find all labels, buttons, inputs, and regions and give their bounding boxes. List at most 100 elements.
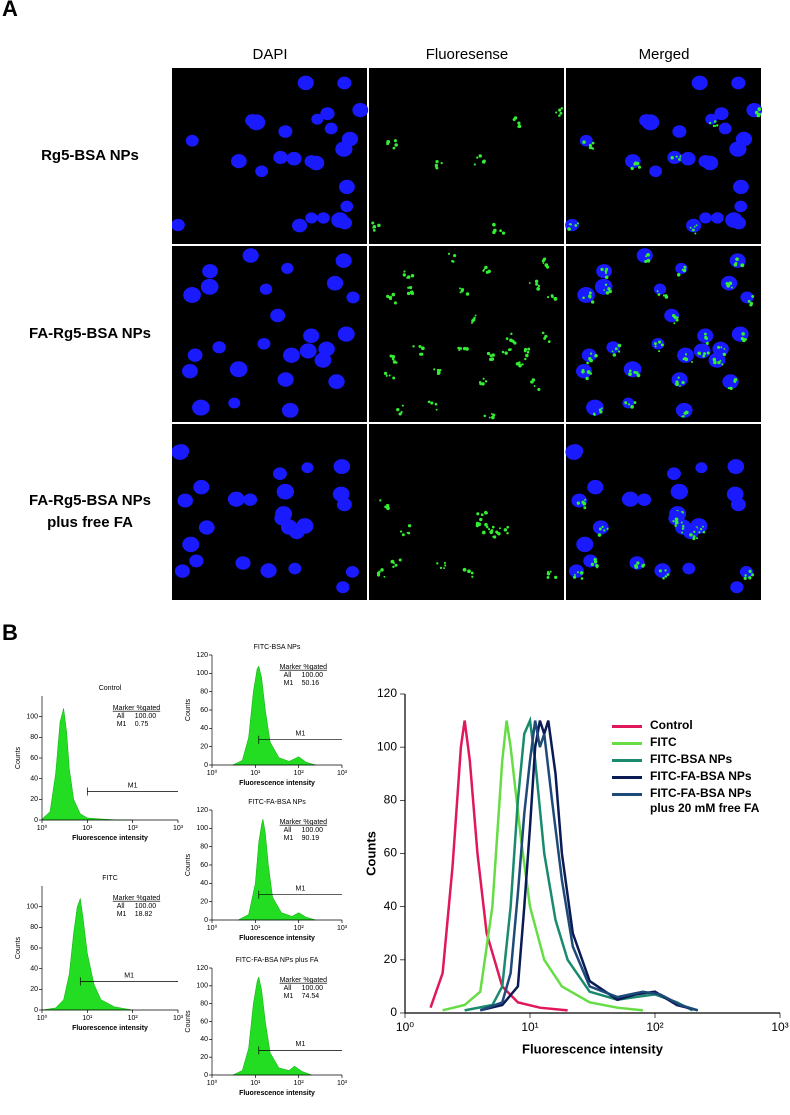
- nucleus: [726, 486, 744, 502]
- y-tick-label: 20: [200, 899, 208, 906]
- y-axis-label: Counts: [15, 746, 22, 769]
- fluorescent-spot: [662, 576, 665, 580]
- chart-title: Control: [99, 685, 122, 692]
- nucleus: [711, 212, 724, 224]
- nucleus: [278, 125, 293, 138]
- nucleus: [337, 76, 352, 90]
- x-axis-label: Fluorescence intensity: [522, 1041, 664, 1056]
- fluorescent-spot: [727, 387, 731, 390]
- fluorescent-spot: [471, 319, 475, 323]
- fluorescent-spot: [452, 260, 455, 263]
- fluorescent-spot: [436, 372, 440, 376]
- x-tick-label: 10³: [337, 770, 348, 777]
- nucleus: [576, 536, 594, 553]
- fluorescent-spot: [463, 567, 466, 570]
- stats-cell: 100.00: [135, 903, 157, 910]
- fluorescent-spot: [372, 226, 375, 229]
- nucleus: [308, 155, 325, 171]
- y-axis-label: Counts: [15, 936, 22, 959]
- fluorescent-spot: [636, 561, 640, 565]
- fluorescent-spot: [479, 517, 483, 522]
- fluorescent-spot: [569, 223, 573, 226]
- fluorescent-spot: [402, 273, 407, 277]
- fluorescent-spot: [535, 282, 539, 286]
- fluorescent-spot: [600, 407, 603, 410]
- fluorescent-spot: [470, 571, 474, 575]
- nucleus: [317, 212, 330, 224]
- fluorescent-spot: [702, 354, 706, 358]
- nucleus: [324, 122, 338, 135]
- nucleus: [200, 278, 219, 295]
- fluorescent-spot: [435, 160, 439, 164]
- fluorescent-spot: [378, 570, 381, 574]
- x-tick-label: 10⁰: [37, 1014, 48, 1022]
- fluorescent-spot: [482, 159, 486, 163]
- fluorescent-spot: [546, 572, 551, 576]
- fluorescent-spot: [662, 294, 666, 297]
- fluorescent-spot: [511, 339, 515, 343]
- fluorescent-spot: [693, 225, 696, 228]
- fluorescent-spot: [558, 114, 561, 117]
- fluorescent-spot: [418, 344, 422, 349]
- fluorescent-spot: [751, 573, 755, 577]
- fluorescent-spot: [720, 346, 723, 349]
- fluorescent-spot: [489, 357, 493, 361]
- nucleus: [172, 218, 185, 232]
- nucleus: [177, 493, 193, 508]
- fluorescent-spot: [675, 318, 679, 322]
- x-tick-label: 10¹: [82, 825, 93, 832]
- nucleus: [352, 102, 369, 118]
- fluorescent-spot: [462, 346, 467, 351]
- y-tick-label: 0: [204, 1072, 208, 1079]
- x-tick-label: 10²: [294, 925, 305, 932]
- y-tick-label: 100: [26, 714, 38, 721]
- nucleus: [332, 486, 350, 502]
- nucleus: [276, 483, 295, 500]
- y-tick-label: 60: [200, 707, 208, 714]
- fluorescent-spot: [428, 400, 431, 403]
- fluorescent-spot: [591, 141, 595, 145]
- x-tick-label: 10⁰: [207, 924, 218, 932]
- nucleus: [583, 554, 598, 568]
- marker-bracket: [258, 735, 342, 744]
- x-tick-label: 10¹: [250, 770, 261, 777]
- y-tick-label: 0: [34, 817, 38, 824]
- fluorescent-spot: [392, 146, 396, 150]
- legend-swatch: [612, 759, 642, 762]
- x-tick-label: 10²: [294, 1080, 305, 1087]
- fluorescent-spot: [521, 363, 524, 366]
- x-tick-label: 10⁰: [396, 1020, 414, 1034]
- y-tick-label: 120: [196, 965, 208, 972]
- y-axis-label: Counts: [185, 853, 192, 876]
- nucleus: [182, 364, 198, 379]
- nucleus: [257, 337, 271, 350]
- legend-label: FITC-FA-BSA NPs plus 20 mM free FA: [650, 786, 760, 815]
- fluorescent-spot: [591, 147, 595, 150]
- fluorescent-spot: [591, 300, 595, 304]
- fluorescent-spot: [588, 145, 593, 150]
- fluorescent-spot: [435, 408, 438, 411]
- fluorescent-spot: [729, 386, 733, 390]
- fluorescent-spot: [681, 415, 684, 418]
- stats-cell: 100.00: [302, 672, 324, 679]
- fluorescent-spot: [420, 346, 425, 351]
- fluorescent-spot: [698, 352, 702, 355]
- fluorescent-spot: [518, 363, 522, 368]
- fluorescent-spot: [689, 533, 693, 537]
- nucleus: [702, 155, 719, 171]
- fluorescent-spot: [712, 357, 717, 362]
- fluorescent-spot: [473, 163, 476, 166]
- fluorescent-spot: [491, 353, 495, 357]
- stats-cell: 0.75: [135, 721, 149, 728]
- fluorescent-spot: [713, 360, 717, 365]
- x-axis-label: Fluorescence intensity: [239, 1090, 315, 1097]
- fluorescent-spot: [406, 531, 409, 534]
- fluorescent-spot: [541, 259, 545, 263]
- nucleus: [182, 536, 200, 553]
- fluorescent-spot: [467, 569, 471, 574]
- fluorescent-spot: [476, 156, 479, 159]
- marker-label: M1: [128, 782, 138, 789]
- fluorescent-spot: [645, 255, 648, 258]
- fluorescent-spot: [458, 349, 461, 351]
- fluorescent-spot: [559, 111, 563, 115]
